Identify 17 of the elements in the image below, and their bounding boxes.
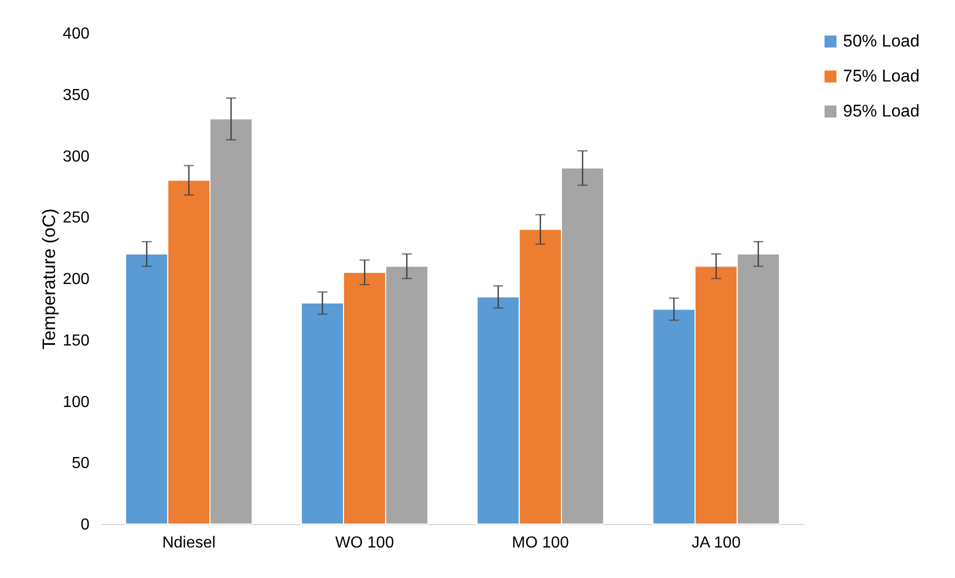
x-tick-label: WO 100: [335, 534, 394, 552]
y-tick-label: 400: [62, 26, 90, 42]
y-tick-label: 150: [62, 332, 90, 350]
x-tick-label: MO 100: [512, 534, 569, 552]
y-tick-label: 100: [62, 394, 90, 411]
x-tick-label: JA 100: [692, 534, 741, 552]
y-tick-label: 250: [62, 210, 90, 227]
legend-label: 50% Load: [843, 32, 920, 50]
y-tick-label: 50: [72, 455, 90, 472]
x-tick-label: Ndiesel: [162, 534, 216, 552]
legend-label: 75% Load: [843, 66, 920, 86]
y-axis-title: Temperature (oC): [38, 208, 59, 350]
legend-label: 95% Load: [843, 102, 920, 120]
y-tick-label: 350: [62, 86, 90, 104]
y-tick-label: 200: [62, 271, 90, 288]
y-tick-label: 300: [62, 148, 90, 166]
y-tick-label: 0: [80, 516, 90, 534]
